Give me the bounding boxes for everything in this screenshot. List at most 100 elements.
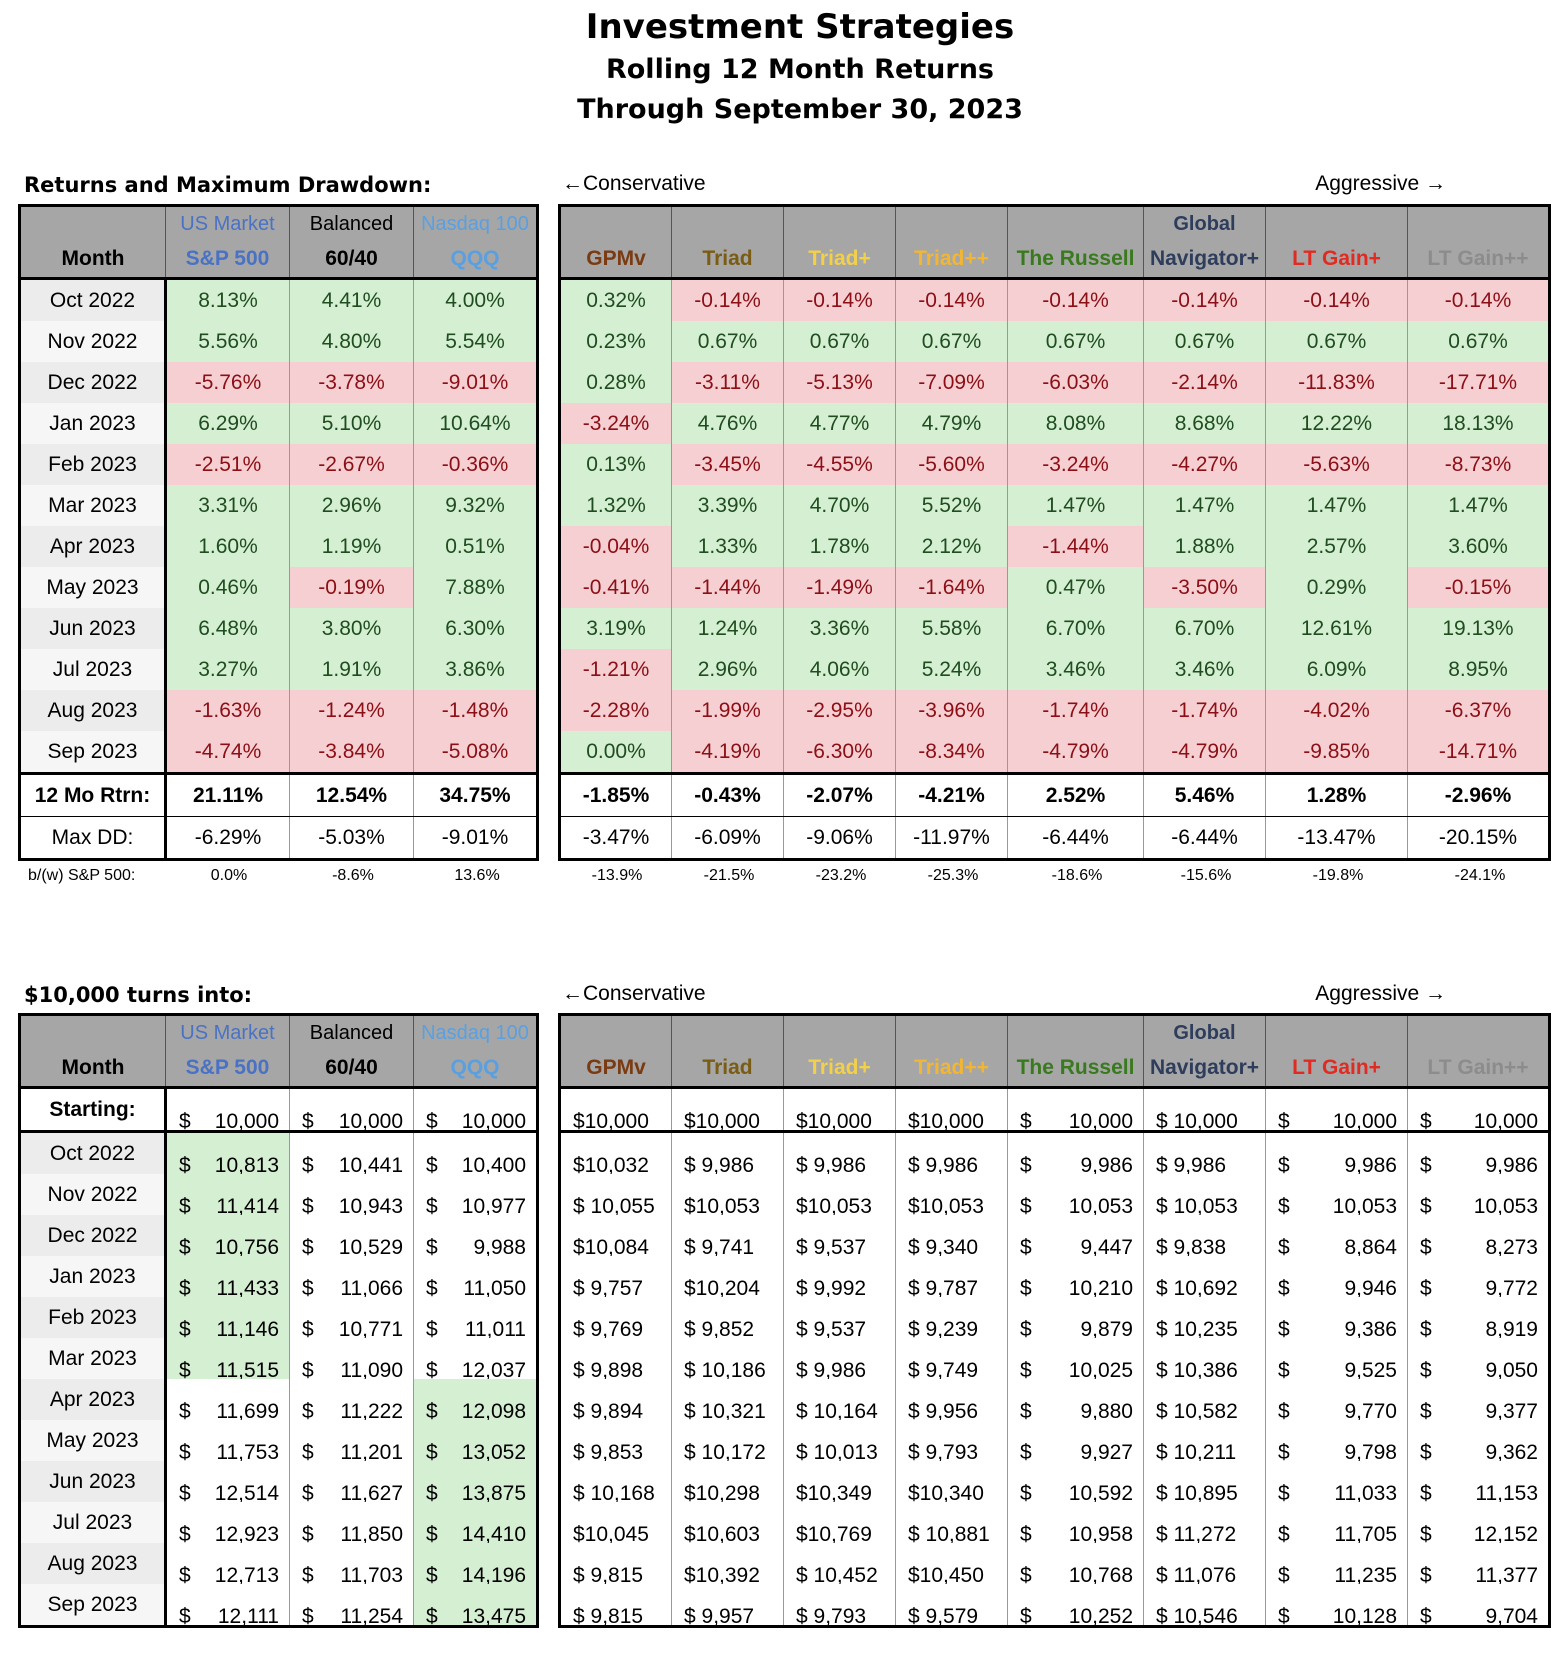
dollar-cell: $14,196 (413, 1543, 538, 1584)
dollar-cell: $10,603 (671, 1502, 784, 1543)
return-cell: -0.14% (1143, 278, 1266, 321)
return-cell: -6.03% (1007, 362, 1144, 403)
benchmark-header: Nasdaq 100 QQQ (413, 205, 538, 280)
return-cell: -1.48% (413, 690, 538, 731)
strategy-header-bottom: GPMv (586, 1056, 646, 1079)
dollar-value: 11,414 (216, 1194, 279, 1216)
dollar-value: 11,033 (1334, 1481, 1397, 1503)
month-cell: Oct 2022 (19, 278, 167, 321)
dollar-cell: $ 9,769 (559, 1297, 672, 1338)
dollar-value: $ 10,211 (1156, 1440, 1237, 1462)
return-cell: -1.74% (1143, 690, 1266, 731)
currency-symbol: $ (1020, 1235, 1032, 1257)
dollar-cell: $ 9,894 (559, 1379, 672, 1420)
dollar-cell: $ 10,186 (671, 1338, 784, 1379)
currency-symbol: $ (302, 1276, 314, 1298)
month-cell: Mar 2023 (19, 485, 167, 526)
dollar-value: $ 9,815 (573, 1563, 644, 1585)
dollar-value: 11,753 (216, 1440, 279, 1462)
dollar-cell: $10,000 (413, 1087, 538, 1133)
return-cell: -3.50% (1143, 567, 1266, 608)
dollar-cell: $10,210 (1007, 1256, 1144, 1297)
strategy-header: LT Gain++ (1407, 205, 1550, 280)
dollar-cell: $ 9,793 (783, 1584, 896, 1627)
table-row: $ 9,769 $ 9,852 $ 9,537 $ 9,239 $9,879 $ 10,2… (559, 1297, 1550, 1339)
return-cell: -3.45% (671, 444, 784, 485)
dollar-value: 8,864 (1344, 1235, 1397, 1257)
table-row: May 2023 $11,753 $11,201 $13,052 (19, 1420, 538, 1462)
benchmark-header: US Market S&P 500 (165, 1014, 290, 1089)
benchmark-header-top: Balanced (309, 1022, 394, 1044)
max-drawdown-value: -11.97% (895, 816, 1008, 860)
dollar-cell: $9,377 (1407, 1379, 1550, 1420)
dollar-value: $ 9,793 (796, 1604, 867, 1627)
twelve-month-return-value: -2.07% (783, 772, 896, 817)
month-cell: Jun 2023 (19, 608, 167, 649)
dollar-value: $ 10,386 (1156, 1358, 1238, 1380)
return-cell: -4.74% (165, 731, 290, 774)
table-row: Mar 2023 3.31% 2.96% 9.32% (19, 485, 538, 526)
header-row: GPMv Triad Triad+ Triad++ The Russell Global N… (559, 205, 1550, 280)
return-cell: 6.70% (1007, 608, 1144, 649)
table-row: 0.13% -3.45% -4.55% -5.60% -3.24% -4.27% -5.63… (559, 444, 1550, 485)
header-row: Month US Market S&P 500 Balanced 60/40 Nasdaq… (19, 1014, 538, 1089)
return-cell: 0.00% (559, 731, 672, 774)
dollar-value: 10,441 (338, 1153, 403, 1175)
currency-symbol: $ (426, 1358, 438, 1380)
strategy-header-bottom: Triad++ (914, 247, 989, 270)
growth-conservative-label: ←Conservative (562, 982, 706, 1005)
benchmark-header: Balanced 60/40 (289, 1014, 414, 1089)
return-cell: -0.04% (559, 526, 672, 567)
dollar-value: 11,699 (216, 1399, 279, 1421)
strategy-header: GPMv (559, 1014, 672, 1089)
dollar-cell: $11,011 (413, 1297, 538, 1338)
dollar-cell: $11,753 (165, 1420, 290, 1462)
dollar-value: $ 9,537 (796, 1317, 867, 1339)
table-row: 0.23% 0.67% 0.67% 0.67% 0.67% 0.67% 0.67% 0.67% (559, 321, 1550, 362)
dollar-cell: $10,000 (671, 1087, 784, 1133)
currency-symbol: $ (302, 1109, 314, 1132)
dollar-cell: $ 10,172 (671, 1420, 784, 1461)
twelve-month-return-value: 5.46% (1143, 772, 1266, 817)
currency-symbol: $ (1420, 1235, 1432, 1257)
dollar-cell: $11,066 (289, 1256, 414, 1298)
return-cell: -0.14% (671, 278, 784, 321)
return-cell: -0.14% (1407, 278, 1550, 321)
return-cell: -1.44% (1007, 526, 1144, 567)
table-row: $10,045 $10,603 $10,769 $ 10,881 $10,958 $ 11… (559, 1502, 1550, 1544)
dollar-value: 12,713 (214, 1563, 279, 1585)
month-cell: Feb 2023 (19, 444, 167, 485)
dollar-cell: $10,000 (895, 1087, 1008, 1133)
return-cell: 1.91% (289, 649, 414, 690)
dollar-value: 10,000 (1473, 1109, 1538, 1132)
dollar-value: 9,704 (1485, 1604, 1538, 1627)
currency-symbol: $ (1020, 1522, 1032, 1544)
currency-symbol: $ (1278, 1399, 1290, 1421)
dollar-value: 10,529 (338, 1235, 403, 1257)
dollar-cell: $10,000 (559, 1087, 672, 1133)
currency-symbol: $ (1020, 1194, 1032, 1216)
dollar-cell: $11,627 (289, 1461, 414, 1502)
dollar-value: 10,592 (1068, 1481, 1133, 1503)
dollar-cell: $10,400 (413, 1131, 538, 1174)
dollar-value: 10,958 (1068, 1522, 1133, 1544)
max-drawdown-value: -6.44% (1007, 816, 1144, 860)
return-cell: -14.71% (1407, 731, 1550, 774)
month-cell: Jan 2023 (19, 403, 167, 444)
dollar-value: $10,000 (573, 1109, 649, 1132)
benchmark-header-bottom: QQQ (450, 1056, 500, 1079)
twelve-month-return-value: -0.43% (671, 772, 784, 817)
dollar-value: $ 10,546 (1156, 1604, 1238, 1627)
return-cell: -0.19% (289, 567, 414, 608)
return-cell: -0.15% (1407, 567, 1550, 608)
return-cell: 5.24% (895, 649, 1008, 690)
month-cell: Sep 2023 (19, 731, 167, 774)
dollar-value: 10,000 (461, 1109, 526, 1132)
currency-symbol: $ (426, 1522, 438, 1544)
return-cell: -1.63% (165, 690, 290, 731)
returns-benchmark-table: Month US Market S&P 500 Balanced 60/40 Nasdaq… (18, 204, 539, 861)
dollar-value: 10,813 (214, 1153, 279, 1175)
return-cell: 4.80% (289, 321, 414, 362)
dollar-value: $ 9,741 (684, 1235, 755, 1257)
dollar-value: $ 10,895 (1156, 1481, 1238, 1503)
